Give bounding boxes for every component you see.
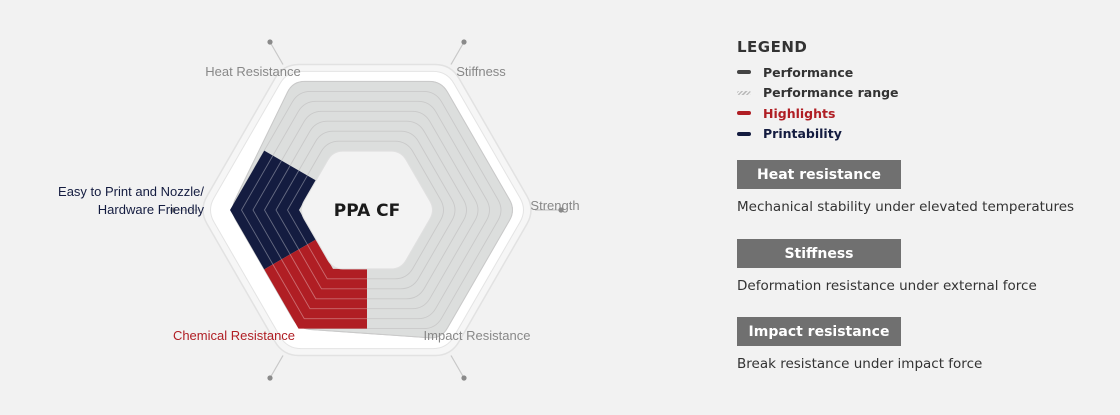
chart-title: PPA CF bbox=[334, 201, 401, 221]
legend-label: Performance range bbox=[763, 85, 899, 101]
axis-end-dot bbox=[461, 375, 467, 381]
axis-end-dot bbox=[461, 39, 467, 45]
wedge-level-line bbox=[275, 170, 300, 250]
axis-spoke bbox=[450, 355, 465, 379]
axis-label: Easy to Print and Nozzle/Hardware Friend… bbox=[58, 184, 204, 217]
highlights-swatch-icon bbox=[737, 111, 751, 116]
axis-spoke bbox=[269, 355, 284, 379]
axis-end-dot bbox=[267, 375, 273, 381]
wedge-level-line bbox=[252, 160, 282, 260]
card-title-stiffness: Stiffness bbox=[737, 239, 901, 268]
legend-item-performance: Performance bbox=[737, 62, 1097, 83]
wedge-level-line bbox=[298, 249, 367, 290]
legend-label: Highlights bbox=[763, 105, 836, 121]
legend-title: LEGEND bbox=[737, 38, 808, 56]
card-description-heat-resistance: Mechanical stability under elevated temp… bbox=[737, 199, 1075, 215]
axis-end-dot bbox=[267, 39, 273, 45]
legend-item-performance-range: Performance range bbox=[737, 83, 1097, 104]
legend-label: Printability bbox=[763, 126, 842, 142]
axis-label: Chemical Resistance bbox=[173, 328, 295, 343]
printability-swatch-icon bbox=[737, 131, 751, 136]
axis-end-dot bbox=[170, 207, 176, 213]
wedge-level-line bbox=[306, 244, 367, 280]
axis-spoke bbox=[450, 41, 465, 65]
performance-swatch-icon bbox=[737, 70, 751, 75]
axis-label: Impact Resistance bbox=[424, 328, 531, 343]
card-description-impact-resistance: Break resistance under impact force bbox=[737, 356, 983, 372]
radar-chart: PPA CF Stiffness Strength Impact Resistance… bbox=[58, 39, 580, 381]
wedge-level-line bbox=[281, 259, 367, 310]
wedge-level-line bbox=[289, 254, 367, 300]
legend-item-printability: Printability bbox=[737, 124, 1097, 145]
axis-label: Stiffness bbox=[456, 64, 506, 79]
center-hexagon bbox=[301, 150, 433, 270]
card-title-heat-resistance: Heat resistance bbox=[737, 160, 901, 189]
legend-label: Performance bbox=[763, 64, 854, 80]
level-ring bbox=[232, 80, 513, 339]
wedge-level-line bbox=[272, 264, 367, 320]
axis-end-dot bbox=[558, 207, 564, 213]
wedge-level-line bbox=[263, 165, 291, 255]
axis-spoke bbox=[269, 41, 284, 65]
wedge-level-line bbox=[286, 175, 308, 245]
wedge-level-line bbox=[240, 155, 274, 265]
legend-item-highlights: Highlights bbox=[737, 103, 1097, 124]
printability-wedge bbox=[230, 150, 316, 270]
card-description-stiffness: Deformation resistance under external fo… bbox=[737, 278, 1037, 294]
axis-label: Strength bbox=[530, 198, 579, 213]
highlight-wedge bbox=[264, 239, 367, 329]
range-swatch-icon bbox=[737, 90, 751, 95]
axis-label: Heat Resistance bbox=[205, 64, 300, 79]
legend: LEGEND Performance Performance range Hig… bbox=[737, 38, 1097, 144]
card-title-impact-resistance: Impact resistance bbox=[737, 317, 901, 346]
